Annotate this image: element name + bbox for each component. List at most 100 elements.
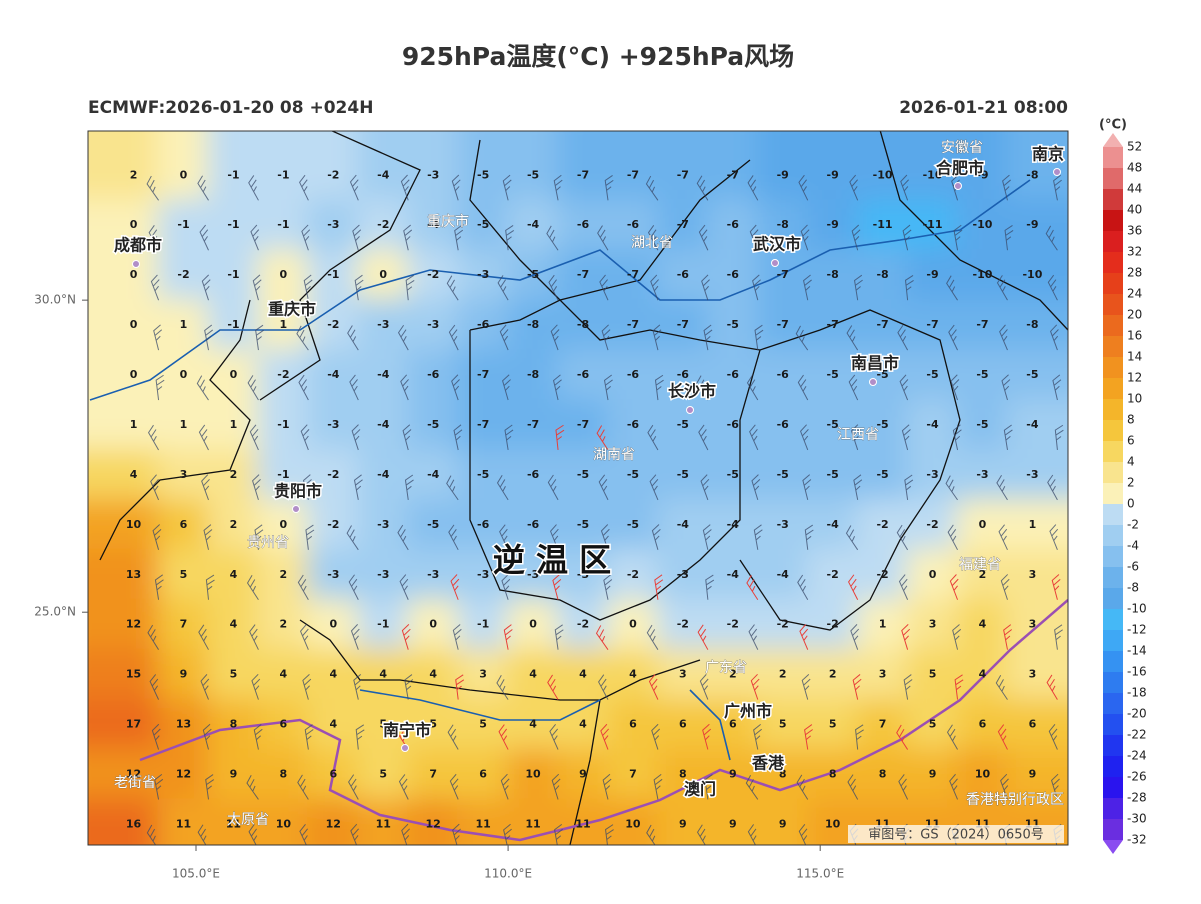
wind-barb [201, 274, 211, 301]
temperature-cell [307, 349, 360, 402]
wind-barb [299, 624, 309, 650]
temperature-cell [157, 349, 210, 402]
temperature-cell [207, 748, 260, 801]
temperature-cell [1006, 349, 1068, 402]
colorbar-label: -28 [1127, 791, 1147, 805]
barb-shape [702, 524, 712, 550]
barb-shape [201, 274, 211, 301]
barb-shape [698, 224, 709, 251]
barb-shape [646, 824, 659, 845]
wind-barb [204, 324, 214, 351]
barb-shape [305, 524, 315, 550]
wind-barb [351, 424, 361, 451]
temperature-value: 12 [426, 817, 441, 830]
barb-shape [147, 424, 159, 451]
temperature-value: 9 [180, 668, 188, 681]
temperature-cell [407, 498, 460, 551]
temperature-cell [357, 548, 410, 601]
barb-shape [595, 625, 609, 650]
colorbar-label: -12 [1127, 623, 1147, 637]
wind-barb [899, 374, 909, 401]
temperature-cell [756, 798, 809, 845]
city-dot [771, 259, 779, 267]
wind-barb [200, 674, 210, 700]
barb-shape [904, 275, 914, 301]
temperature-value: -7 [677, 168, 689, 181]
colorbar-label: 6 [1127, 434, 1135, 448]
barb-shape [946, 275, 958, 301]
temperature-value: 7 [629, 767, 637, 780]
wind-barb [797, 374, 809, 401]
barb-shape [949, 773, 959, 800]
temperature-cell [956, 548, 1009, 601]
city-label: 澳门 [684, 780, 716, 799]
colorbar-label: 48 [1127, 161, 1142, 175]
temperature-value: -3 [926, 468, 938, 481]
colorbar-swatch [1103, 756, 1123, 777]
temperature-cell [157, 131, 210, 202]
temperature-value: 12 [326, 817, 341, 830]
wind-barb [149, 674, 160, 700]
temperature-cell [1006, 199, 1068, 252]
barb-shape [397, 524, 409, 551]
temperature-value: -4 [377, 418, 390, 431]
temperature-cell [556, 798, 609, 845]
wind-barb [751, 474, 761, 501]
city-label: 香港 [751, 754, 785, 773]
wind-barb [601, 324, 611, 351]
wind-barb [698, 224, 709, 251]
colorbar-label: 52 [1127, 140, 1142, 154]
barb-shape [901, 424, 911, 451]
wind-barb [748, 624, 759, 650]
barb-shape [804, 524, 814, 550]
temperature-value: -5 [827, 468, 839, 481]
temperature-cell [756, 498, 809, 551]
barb-shape [246, 575, 259, 601]
temperature-cell [756, 349, 809, 402]
temperature-cell [88, 598, 160, 651]
temperature-cell [606, 548, 659, 601]
wind-barb [646, 624, 659, 650]
wind-barb [303, 274, 313, 301]
temperature-labels: 2 0 -1 -1 -2 -4 -3 -5 -5 -7 -7 -7 -7 -9 -9 -10 -10 -9 -80-… [126, 168, 1043, 830]
colorbar-swatch [1103, 231, 1123, 252]
wind-barb [296, 325, 309, 351]
temperature-value: 11 [176, 817, 191, 830]
barb-shape [199, 224, 209, 251]
colorbar-swatch [1103, 315, 1123, 336]
barb-shape [146, 824, 159, 845]
barb-shape [1053, 174, 1062, 201]
barb-shape [148, 225, 160, 251]
wind-barb [150, 274, 160, 301]
province-label: 福建省 [959, 557, 1001, 573]
barb-shape [1001, 374, 1011, 401]
temperature-cell [207, 798, 260, 845]
wind-barb [854, 274, 863, 301]
wind-barb [450, 574, 460, 600]
temperature-value: 0 [929, 568, 937, 581]
temperature-cell [956, 698, 1009, 751]
colorbar-swatch [1103, 798, 1123, 819]
temperature-value: 7 [429, 767, 437, 780]
barb-shape [352, 224, 362, 251]
barb-shape [197, 824, 209, 845]
wind-barb [946, 275, 958, 301]
temperature-value: -5 [427, 518, 439, 531]
temperature-value: -1 [227, 218, 239, 231]
barb-shape [804, 724, 813, 750]
city-dot [869, 378, 877, 386]
wind-barb [299, 174, 309, 201]
wind-barb [553, 174, 563, 201]
temperature-cell [756, 598, 809, 651]
lon-tick-label: 105.0°E [172, 867, 220, 881]
colorbar-under [1103, 840, 1123, 854]
colorbar-label: -4 [1127, 539, 1139, 553]
temperature-value: -1 [227, 268, 239, 281]
barb-shape [897, 324, 909, 351]
temperature-value: 6 [280, 718, 288, 731]
temperature-value: 4 [979, 668, 987, 681]
wind-barb [305, 524, 315, 550]
wind-barb [254, 524, 264, 550]
wind-barb [801, 673, 811, 700]
province-label: 湖南省 [593, 447, 635, 463]
